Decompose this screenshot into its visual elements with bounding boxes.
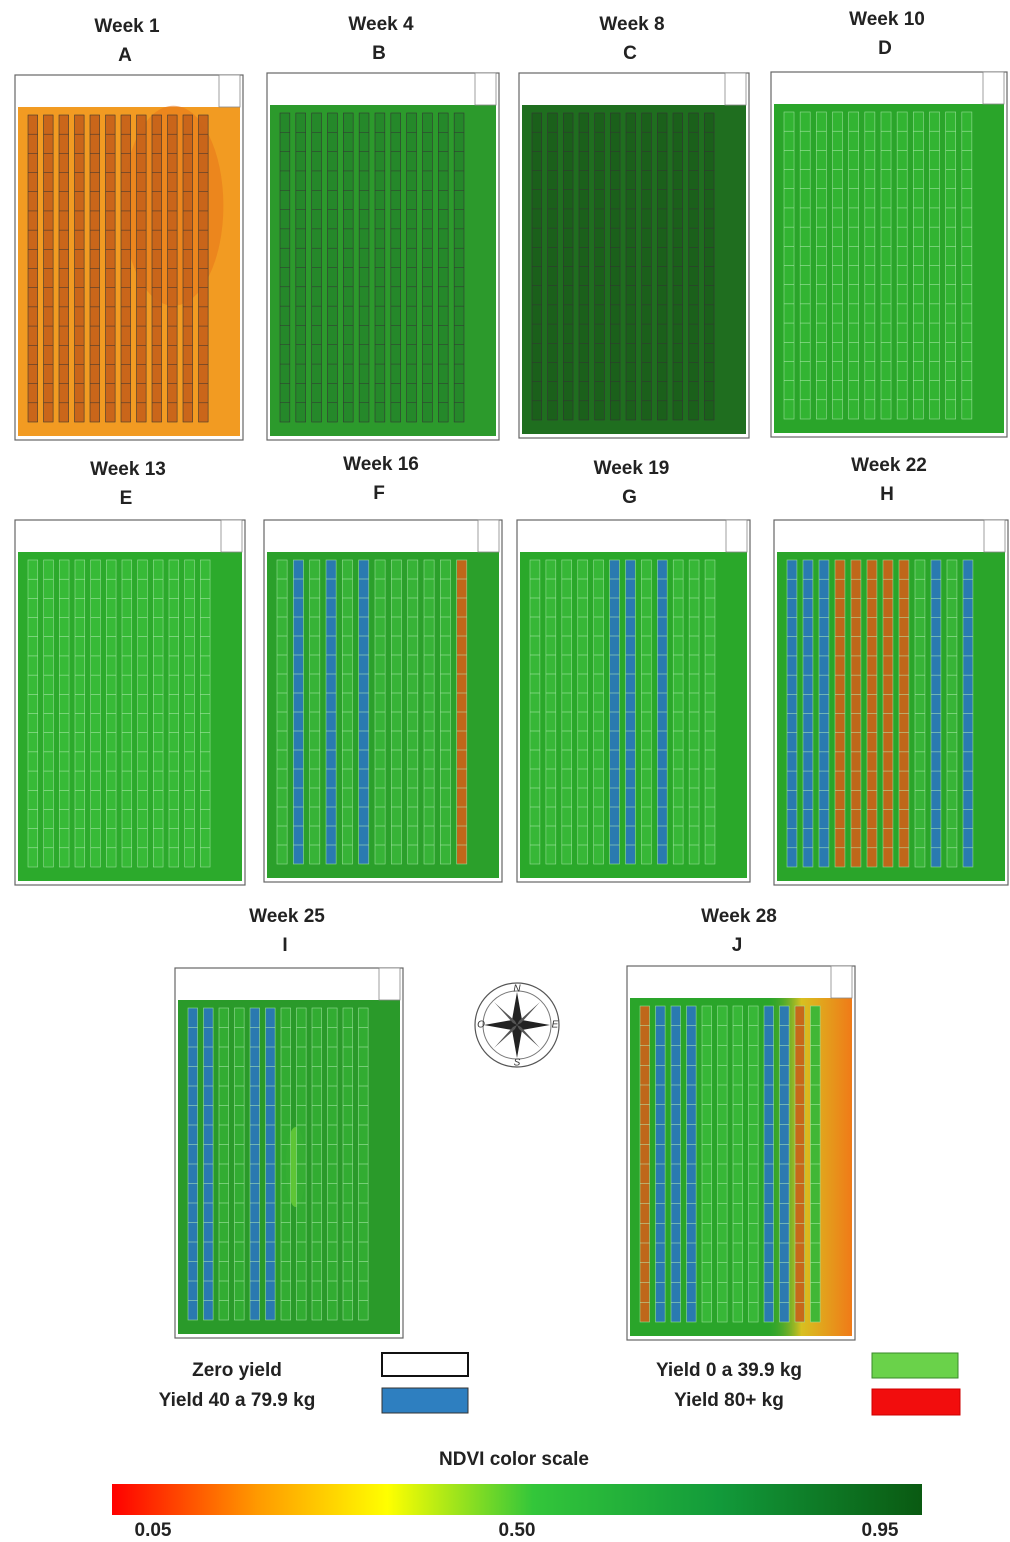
panel-week: Week 16	[343, 454, 419, 475]
map-notch	[379, 968, 400, 1000]
legend-label: Zero yield	[192, 1360, 282, 1381]
legend-swatch	[382, 1388, 468, 1413]
map-notch	[221, 520, 242, 552]
field-map	[771, 72, 1007, 437]
legend-label: Yield 0 a 39.9 kg	[656, 1360, 802, 1381]
scale-tick-label: 0.95	[862, 1520, 899, 1541]
panel-letter: B	[372, 43, 386, 64]
map-notch	[725, 73, 746, 105]
field-map	[517, 520, 750, 882]
panel-week: Week 10	[849, 9, 925, 30]
color-scale-bar	[112, 1484, 922, 1515]
field-map	[267, 73, 499, 440]
legend-label: Yield 80+ kg	[674, 1390, 784, 1411]
panel-week: Week 1	[94, 16, 160, 37]
panel-letter: F	[373, 483, 385, 504]
map-notch	[726, 520, 747, 552]
panel-letter: C	[623, 43, 637, 64]
field-map	[15, 520, 245, 885]
field-map	[175, 968, 403, 1338]
legend-swatch	[382, 1353, 468, 1376]
panel-letter: E	[120, 488, 133, 509]
panel-letter: I	[282, 935, 287, 956]
legend-swatch	[872, 1353, 958, 1378]
panel-letter: A	[118, 45, 132, 66]
panel-week: Week 13	[90, 459, 166, 480]
panel-week: Week 25	[249, 906, 325, 927]
panel-week: Week 28	[701, 906, 777, 927]
field-map	[519, 73, 749, 438]
map-notch	[831, 966, 852, 998]
compass: N E S O	[475, 983, 559, 1069]
compass-west: O	[477, 1020, 485, 1031]
compass-north: N	[513, 984, 521, 995]
scale-tick-label: 0.50	[499, 1520, 536, 1541]
panel-week: Week 19	[594, 458, 670, 479]
scale-tick-label: 0.05	[135, 1520, 172, 1541]
panel-letter: D	[878, 38, 892, 59]
panel-letter: H	[880, 484, 894, 505]
figure: N E S O Zero yield Yield 40 a 79.9 kg Yi…	[0, 0, 1010, 1542]
scale-title: NDVI color scale	[439, 1449, 589, 1470]
field-map	[774, 520, 1008, 885]
field-map	[15, 75, 243, 440]
map-notch	[478, 520, 499, 552]
compass-east: E	[552, 1020, 559, 1031]
map-notch	[475, 73, 496, 105]
legend-label: Yield 40 a 79.9 kg	[159, 1390, 316, 1411]
panel-week: Week 22	[851, 455, 927, 476]
map-notch	[219, 75, 240, 107]
panel-week: Week 4	[348, 14, 414, 35]
field-map	[627, 966, 855, 1340]
panel-letter: G	[622, 487, 637, 508]
map-notch	[984, 520, 1005, 552]
panel-letter: J	[732, 935, 743, 956]
panel-week: Week 8	[599, 14, 664, 35]
field-map	[264, 520, 502, 882]
map-notch	[983, 72, 1004, 104]
page: {"panels": [ {"week": "Week 1", "letter"…	[0, 0, 1010, 1542]
legend-swatch	[872, 1389, 960, 1415]
compass-south: S	[514, 1058, 521, 1069]
